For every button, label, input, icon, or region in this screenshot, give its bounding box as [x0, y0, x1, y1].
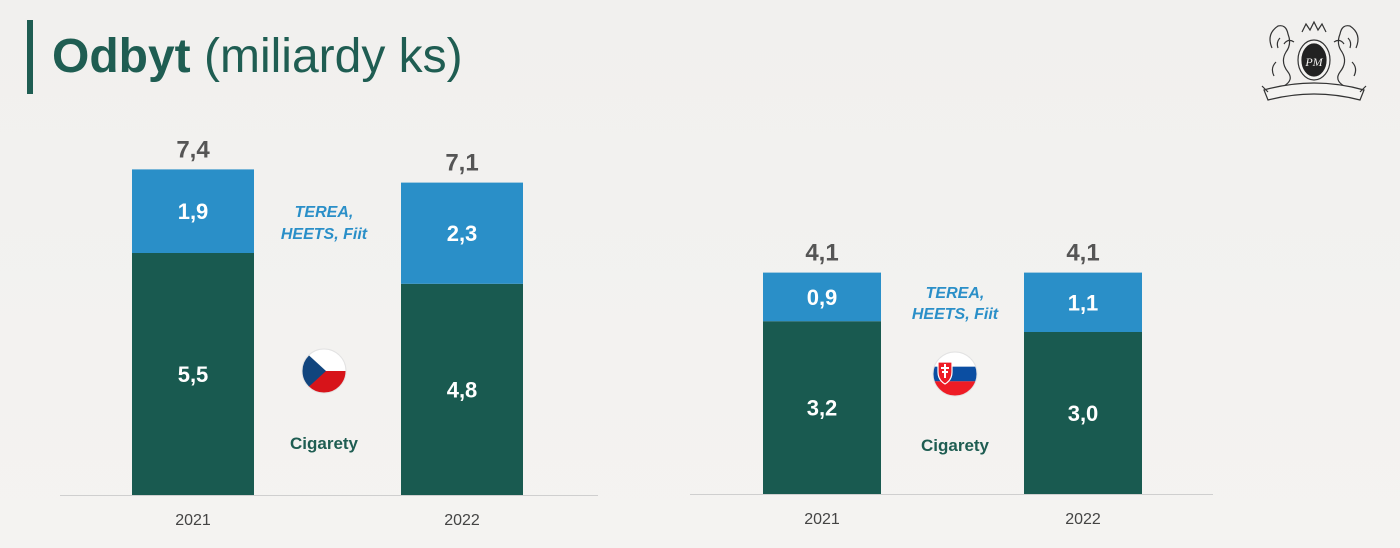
data-label-heated: 2,3 — [447, 221, 478, 246]
total-label: 7,1 — [445, 150, 478, 177]
x-tick-label: 2021 — [804, 511, 840, 528]
data-label-cigarety: 3,2 — [807, 396, 838, 421]
bar-heated-tobacco — [132, 169, 254, 253]
flag-outline — [932, 351, 978, 397]
data-label-cigarety: 4,8 — [447, 377, 478, 402]
data-label-heated: 1,1 — [1068, 290, 1099, 315]
svg-text:PM: PM — [1304, 55, 1323, 69]
slovak-flag-icon — [933, 352, 977, 396]
data-label-heated: 1,9 — [178, 199, 209, 224]
bar-cigarety — [132, 253, 254, 495]
legend-cigarety-label: Cigarety — [290, 434, 359, 453]
bar-heated-tobacco — [1024, 272, 1142, 332]
title-light: (miliardy ks) — [204, 30, 463, 83]
bar-cigarety — [1024, 332, 1142, 494]
page-title: Odbyt (miliardy ks) — [52, 26, 463, 88]
bar-cigarety — [401, 283, 523, 495]
title-accent-bar — [27, 20, 33, 94]
title-bold: Odbyt — [52, 30, 191, 83]
legend-heated-label: TEREA, — [295, 204, 354, 221]
data-label-heated: 0,9 — [807, 285, 838, 310]
flag-outline — [301, 348, 347, 394]
x-tick-label: 2022 — [1065, 511, 1101, 528]
x-tick-label: 2022 — [444, 512, 480, 529]
legend-cigarety-label: Cigarety — [921, 436, 990, 455]
data-label-cigarety: 5,5 — [178, 362, 209, 387]
total-label: 7,4 — [176, 136, 210, 163]
data-label-cigarety: 3,0 — [1068, 401, 1099, 426]
total-label: 4,1 — [805, 240, 838, 267]
legend-heated-label: HEETS, Fiit — [281, 226, 368, 243]
bar-heated-tobacco — [401, 182, 523, 284]
total-label: 4,1 — [1066, 240, 1099, 267]
czech-flag-icon — [302, 349, 346, 393]
bar-heated-tobacco — [763, 272, 881, 322]
legend-heated-label: TEREA, — [926, 285, 985, 302]
pmi-logo: PM — [1261, 20, 1367, 101]
x-tick-label: 2021 — [175, 512, 211, 529]
bar-cigarety — [763, 321, 881, 494]
legend-heated-label: HEETS, Fiit — [912, 306, 999, 323]
